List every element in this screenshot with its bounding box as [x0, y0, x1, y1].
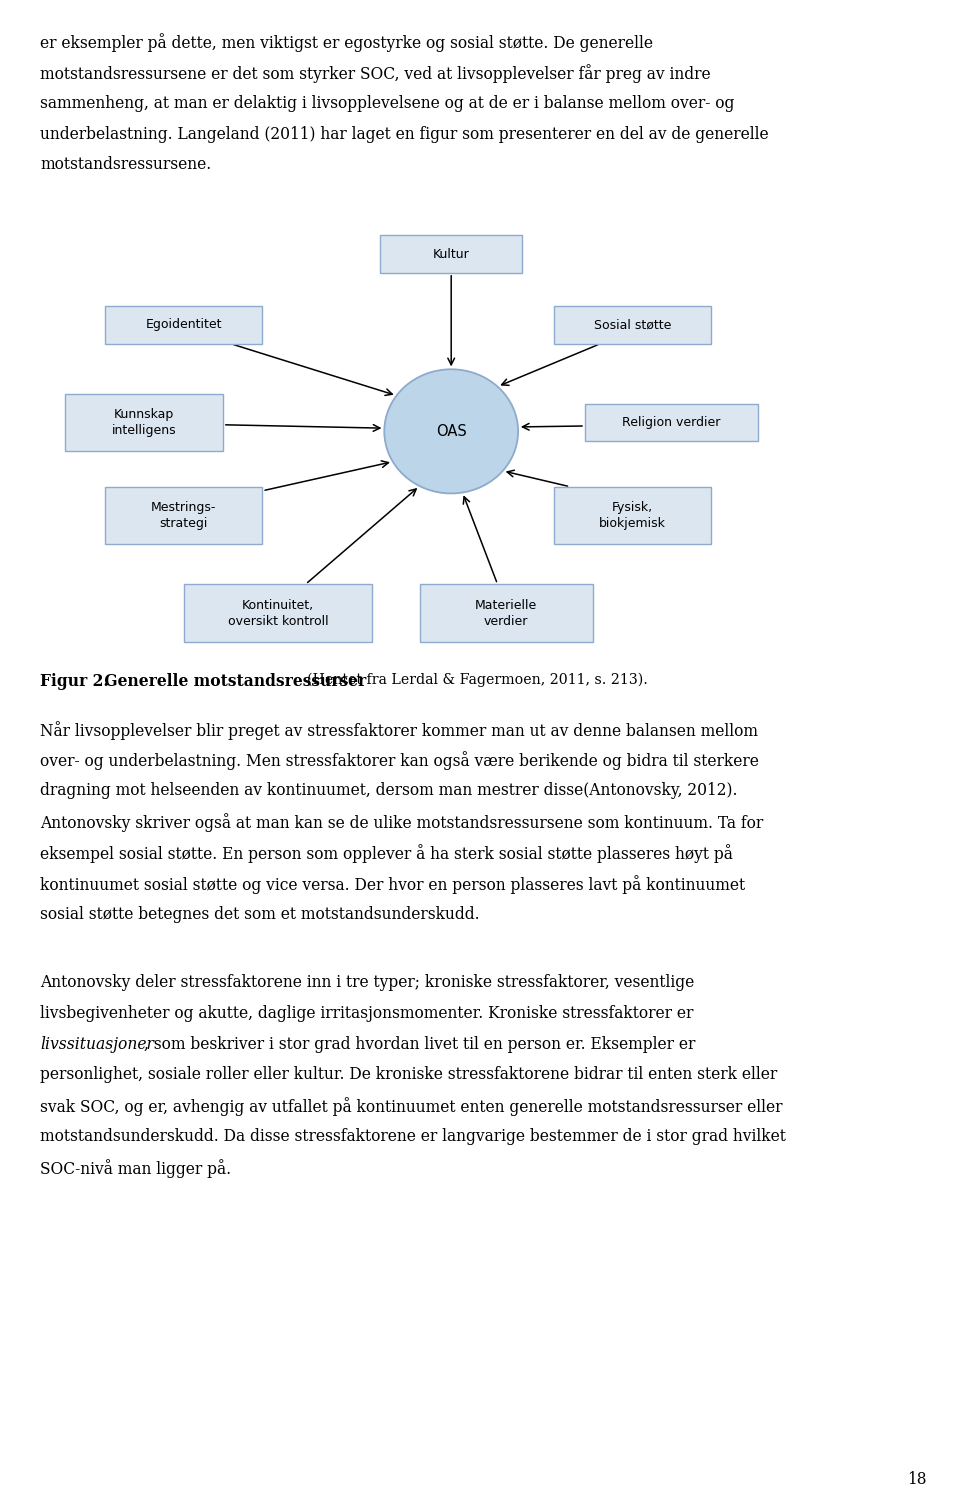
FancyBboxPatch shape	[585, 404, 758, 442]
Text: Figur 2.: Figur 2.	[40, 673, 109, 690]
Ellipse shape	[384, 370, 518, 493]
Text: OAS: OAS	[436, 424, 467, 439]
Text: Kunnskap
intelligens: Kunnskap intelligens	[112, 407, 177, 437]
Text: Kontinuitet,
oversikt kontroll: Kontinuitet, oversikt kontroll	[228, 598, 328, 628]
Text: , som beskriver i stor grad hvordan livet til en person er. Eksempler er: , som beskriver i stor grad hvordan live…	[144, 1036, 696, 1052]
Text: Mestrings-
strategi: Mestrings- strategi	[151, 500, 216, 531]
FancyBboxPatch shape	[65, 394, 223, 451]
Text: Religion verdier: Religion verdier	[622, 416, 721, 428]
Text: kontinuumet sosial støtte og vice versa. Der hvor en person plasseres lavt på ko: kontinuumet sosial støtte og vice versa.…	[40, 875, 746, 894]
Text: Når livsopplevelser blir preget av stressfaktorer kommer man ut av denne balanse: Når livsopplevelser blir preget av stres…	[40, 721, 758, 739]
FancyBboxPatch shape	[420, 585, 593, 642]
Text: Egoidentitet: Egoidentitet	[145, 319, 222, 332]
Text: Sosial støtte: Sosial støtte	[593, 319, 671, 332]
Text: underbelastning. Langeland (2011) har laget en figur som presenterer en del av d: underbelastning. Langeland (2011) har la…	[40, 126, 769, 143]
Text: dragning mot helseenden av kontinuumet, dersom man mestrer disse(Antonovsky, 201: dragning mot helseenden av kontinuumet, …	[40, 783, 738, 800]
Text: personlighet, sosiale roller eller kultur. De kroniske stressfaktorene bidrar ti: personlighet, sosiale roller eller kultu…	[40, 1067, 778, 1084]
Text: motstandsunderskudd. Da disse stressfaktorene er langvarige bestemmer de i stor : motstandsunderskudd. Da disse stressfakt…	[40, 1129, 786, 1145]
Text: livsbegivenheter og akutte, daglige irritasjonsmomenter. Kroniske stressfaktorer: livsbegivenheter og akutte, daglige irri…	[40, 1006, 694, 1022]
Text: svak SOC, og er, avhengig av utfallet på kontinuumet enten generelle motstandsre: svak SOC, og er, avhengig av utfallet på…	[40, 1097, 782, 1117]
Text: Antonovsky deler stressfaktorene inn i tre typer; kroniske stressfaktorer, vesen: Antonovsky deler stressfaktorene inn i t…	[40, 974, 695, 990]
Text: Generelle motstandsressurser: Generelle motstandsressurser	[99, 673, 372, 690]
FancyBboxPatch shape	[554, 307, 711, 344]
Text: Materielle
verdier: Materielle verdier	[475, 598, 538, 628]
Text: livssituasjoner: livssituasjoner	[40, 1036, 155, 1052]
Text: 18: 18	[907, 1471, 926, 1488]
Text: eksempel sosial støtte. En person som opplever å ha sterk sosial støtte plassere: eksempel sosial støtte. En person som op…	[40, 845, 733, 863]
FancyBboxPatch shape	[554, 487, 711, 544]
FancyBboxPatch shape	[183, 585, 372, 642]
Text: sammenheng, at man er delaktig i livsopplevelsene og at de er i balanse mellom o: sammenheng, at man er delaktig i livsopp…	[40, 95, 734, 111]
Text: sosial støtte betegnes det som et motstandsunderskudd.: sosial støtte betegnes det som et motsta…	[40, 906, 480, 923]
FancyBboxPatch shape	[380, 234, 522, 274]
Text: Kultur: Kultur	[433, 248, 469, 260]
FancyBboxPatch shape	[105, 307, 262, 344]
FancyBboxPatch shape	[105, 487, 262, 544]
Text: Fysisk,
biokjemisk: Fysisk, biokjemisk	[599, 500, 665, 531]
Text: motstandsressursene er det som styrker SOC, ved at livsopplevelser får preg av i: motstandsressursene er det som styrker S…	[40, 63, 711, 83]
Text: over- og underbelastning. Men stressfaktorer kan også være berikende og bidra ti: over- og underbelastning. Men stressfakt…	[40, 752, 759, 771]
Text: Antonovsky skriver også at man kan se de ulike motstandsressursene som kontinuum: Antonovsky skriver også at man kan se de…	[40, 813, 763, 833]
Text: motstandsressursene.: motstandsressursene.	[40, 156, 211, 173]
Text: (Hentet fra Lerdal & Fagermoen, 2011, s. 213).: (Hentet fra Lerdal & Fagermoen, 2011, s.…	[307, 673, 648, 687]
Text: SOC-nivå man ligger på.: SOC-nivå man ligger på.	[40, 1159, 231, 1178]
Text: er eksempler på dette, men viktigst er egostyrke og sosial støtte. De generelle: er eksempler på dette, men viktigst er e…	[40, 33, 654, 53]
